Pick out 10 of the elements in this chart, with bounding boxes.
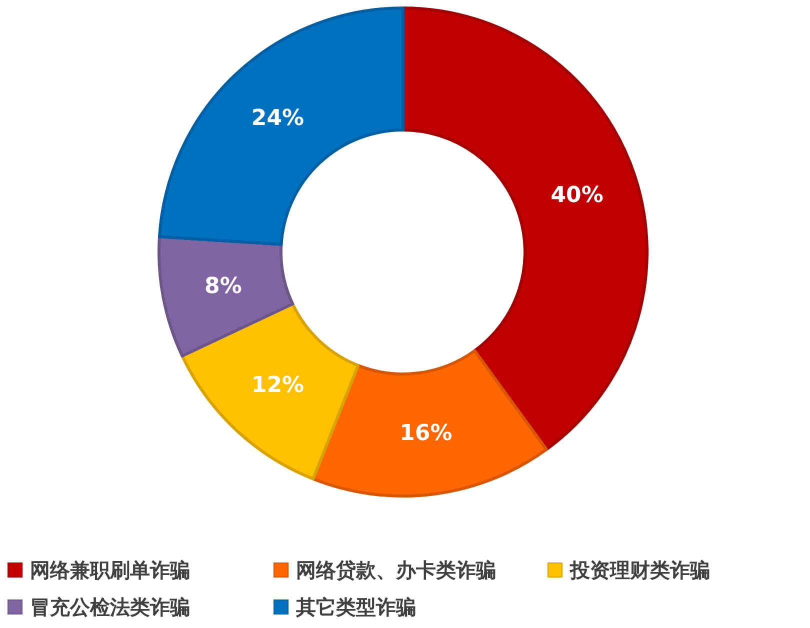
data-label: 40% xyxy=(550,182,604,208)
data-label: 8% xyxy=(204,274,242,299)
legend-label: 冒充公检法类诈骗 xyxy=(30,595,190,619)
legend-label: 投资理财类诈骗 xyxy=(569,558,710,582)
legend-label: 网络兼职刷单诈骗 xyxy=(30,558,190,582)
legend-label: 网络贷款、办卡类诈骗 xyxy=(296,558,496,582)
data-label: 16% xyxy=(400,421,452,446)
legend-label: 其它类型诈骗 xyxy=(295,595,416,619)
data-label: 24% xyxy=(251,106,304,132)
data-label: 12% xyxy=(251,372,304,398)
